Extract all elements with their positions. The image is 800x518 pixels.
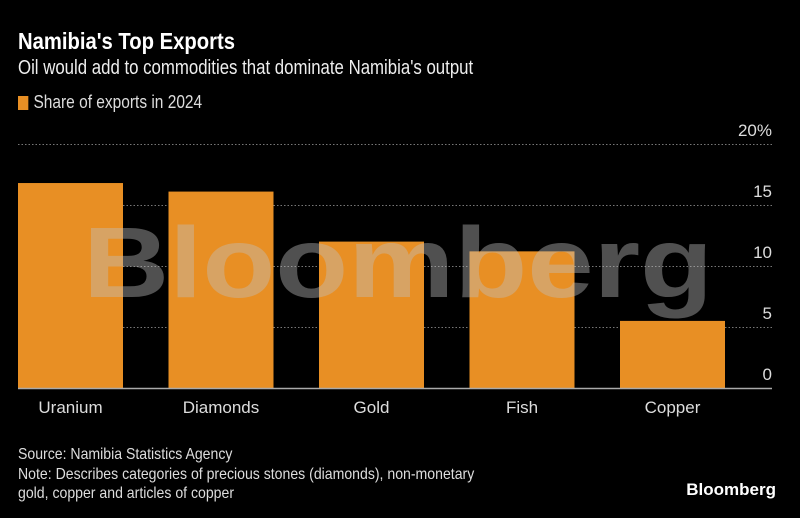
y-tick-label: 5 [763, 304, 772, 323]
legend-swatch [18, 95, 29, 110]
source-note: Source: Namibia Statistics Agency [18, 446, 233, 463]
chart-subtitle: Oil would add to commodities that domina… [18, 57, 474, 79]
footnote-line-1: Note: Describes categories of precious s… [18, 466, 475, 483]
x-tick-label: Gold [354, 398, 390, 417]
bar-uranium [18, 183, 123, 388]
bar-gold [319, 241, 424, 388]
bloomberg-logo: Bloomberg [686, 480, 776, 499]
bar-copper [620, 320, 725, 388]
legend: Share of exports in 2024 [18, 92, 202, 113]
x-tick-label: Copper [645, 398, 701, 417]
watermark: Bloomberg [83, 207, 713, 319]
legend-label: Share of exports in 2024 [33, 92, 203, 112]
y-tick-label: 0 [763, 365, 772, 384]
chart-title: Namibia's Top Exports [18, 28, 236, 54]
footnote-line-2: gold, copper and articles of copper [18, 485, 235, 502]
y-tick-label: 20% [738, 121, 772, 140]
bar-chart: Bloomberg 0 5 10 15 20% Uranium Diamonds Gold F… [18, 121, 772, 417]
y-tick-label: 15 [753, 182, 772, 201]
y-tick-label: 10 [753, 243, 772, 262]
bar-fish [469, 251, 575, 388]
x-tick-label: Fish [506, 398, 538, 417]
bar-diamonds [168, 191, 274, 388]
x-tick-label: Diamonds [183, 398, 260, 417]
x-tick-label: Uranium [38, 398, 102, 417]
